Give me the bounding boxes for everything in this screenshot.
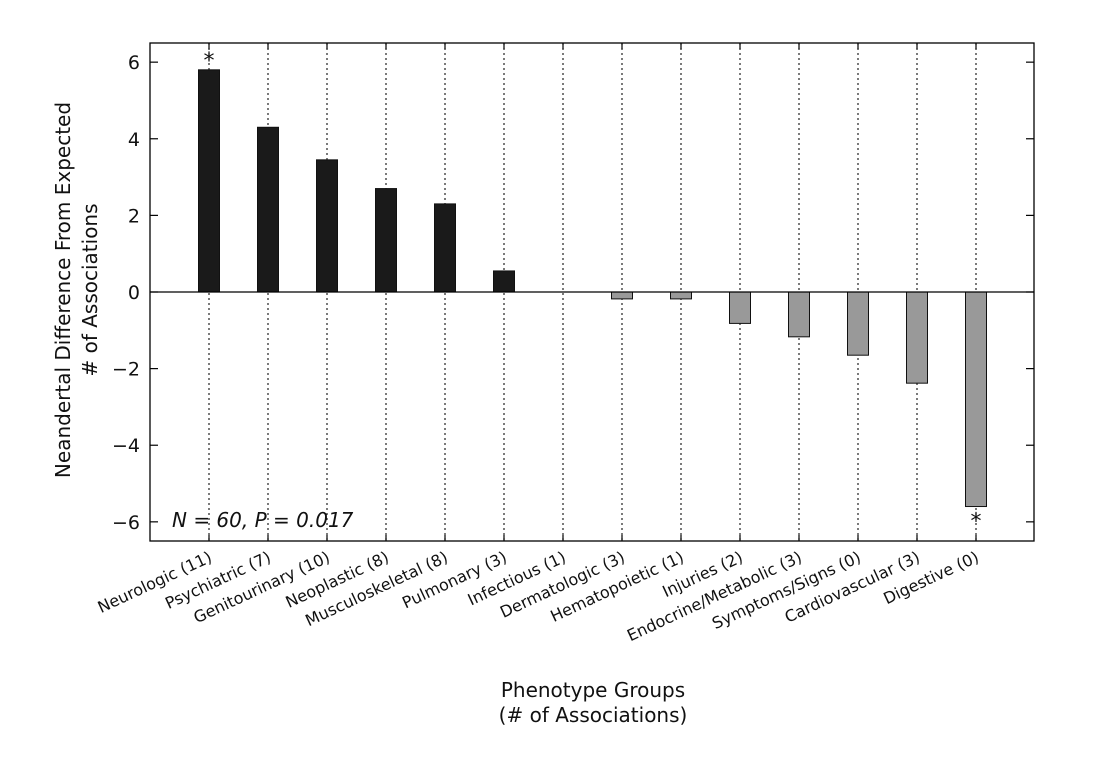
- bar: [316, 159, 338, 293]
- bar: [847, 291, 869, 356]
- y-tick-label: 4: [128, 129, 140, 151]
- bar: [906, 291, 928, 384]
- significance-marker: *: [971, 510, 982, 535]
- y-axis-title-line-1: Neandertal Difference From Expected: [51, 102, 75, 478]
- y-axis-title-line-2: # of Associations: [78, 203, 102, 376]
- bar: [434, 203, 456, 293]
- bar: [965, 291, 987, 508]
- y-tick-label: −6: [112, 512, 140, 534]
- x-axis-title-line-2: (# of Associations): [499, 703, 688, 727]
- bar: [670, 291, 692, 300]
- stats-annotation: N = 60, P = 0.017: [172, 508, 354, 532]
- x-axis-title-line-1: Phenotype Groups: [501, 678, 685, 702]
- bar: [257, 126, 279, 293]
- significance-marker: *: [204, 49, 215, 74]
- y-tick-label: 0: [128, 282, 140, 304]
- bar: [198, 69, 220, 293]
- y-ticks: −6 −4 −2 0 2 4 6: [112, 52, 1034, 534]
- bar: [375, 188, 397, 293]
- y-tick-label: 6: [128, 52, 140, 74]
- bar: [788, 291, 810, 338]
- bars: [198, 69, 987, 508]
- bar: [611, 291, 633, 300]
- significance-markers: **: [204, 49, 982, 535]
- bar: [729, 291, 751, 324]
- bar: [493, 270, 515, 293]
- y-tick-label: 2: [128, 205, 140, 227]
- y-tick-label: −2: [112, 359, 140, 381]
- y-tick-label: −4: [112, 435, 140, 457]
